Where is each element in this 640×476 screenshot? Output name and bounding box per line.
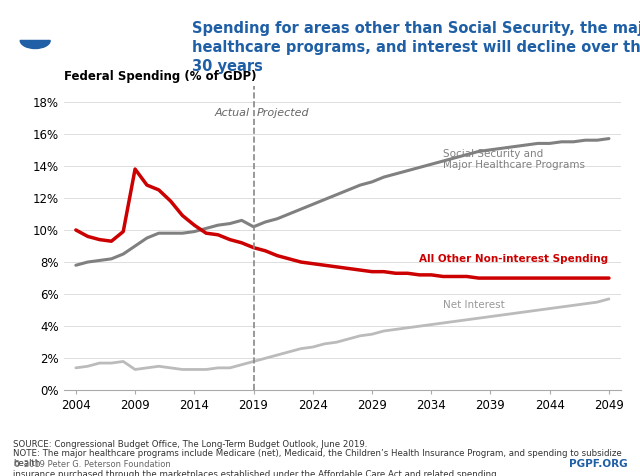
Text: © 2019 Peter G. Peterson Foundation: © 2019 Peter G. Peterson Foundation	[13, 460, 170, 469]
Ellipse shape	[19, 18, 51, 36]
Text: All Other Non-interest Spending: All Other Non-interest Spending	[419, 254, 609, 264]
Text: Spending for areas other than Social Security, the major
healthcare programs, an: Spending for areas other than Social Sec…	[192, 21, 640, 74]
Text: Social Security and
Major Healthcare Programs: Social Security and Major Healthcare Pro…	[443, 149, 585, 170]
Text: PETER G.: PETER G.	[70, 22, 109, 31]
Text: Actual: Actual	[215, 108, 250, 118]
Text: NOTE: The major healthcare programs include Medicare (net), Medicaid, the Childr: NOTE: The major healthcare programs incl…	[13, 449, 621, 476]
Wedge shape	[20, 40, 50, 49]
Bar	[20, 40, 50, 62]
Text: Federal Spending (% of GDP): Federal Spending (% of GDP)	[64, 70, 257, 83]
Text: Projected: Projected	[257, 108, 310, 118]
Text: Net Interest: Net Interest	[443, 300, 505, 310]
Text: FOUNDATION: FOUNDATION	[70, 50, 127, 59]
Text: SOURCE: Congressional Budget Office, The Long-Term Budget Outlook, June 2019.: SOURCE: Congressional Budget Office, The…	[13, 440, 367, 449]
Text: PETERSON: PETERSON	[70, 36, 116, 45]
Text: PGPF.ORG: PGPF.ORG	[568, 459, 627, 469]
